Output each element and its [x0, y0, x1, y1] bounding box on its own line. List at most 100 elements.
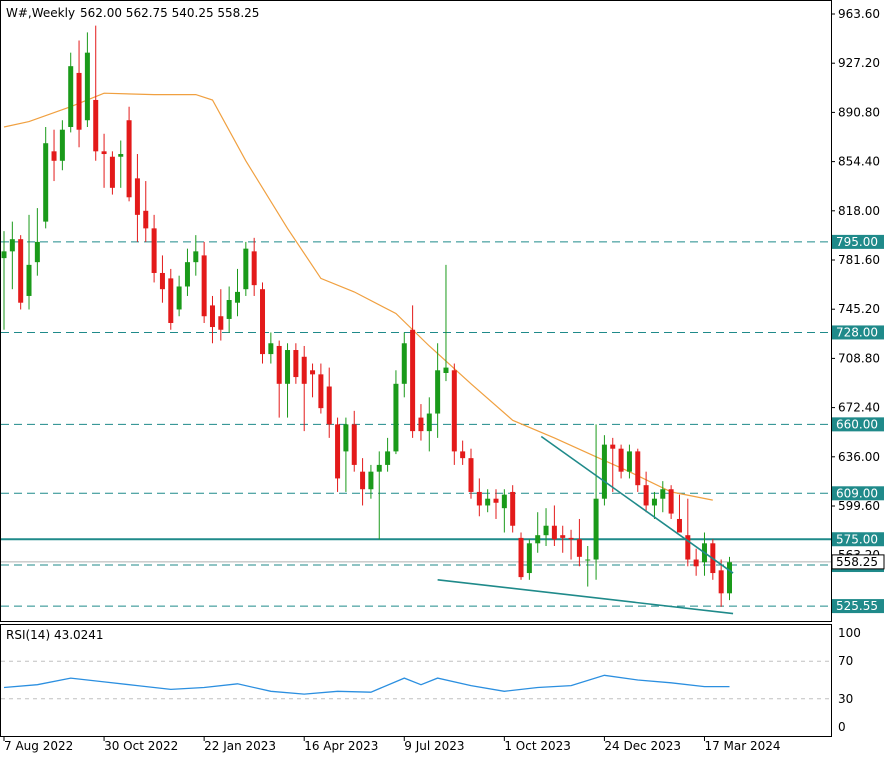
candle-body [34, 241, 40, 263]
candle-body [176, 286, 182, 310]
candle-body [535, 535, 541, 544]
candle-body [51, 151, 57, 161]
candle-body [76, 72, 82, 130]
candle [368, 464, 374, 499]
candle [418, 404, 424, 441]
candle [351, 410, 357, 472]
candle-body [401, 343, 407, 384]
x-tick-label: 17 Mar 2024 [704, 739, 780, 753]
level-tag-label: 728.00 [836, 325, 878, 339]
level-tag-label: 609.00 [836, 486, 878, 500]
candle-body [201, 255, 207, 317]
level-tag-label: 575.00 [836, 532, 878, 546]
candle-body [418, 417, 424, 432]
x-tick-label: 30 Oct 2022 [104, 739, 178, 753]
candle [676, 494, 682, 533]
y-tick-label: 708.80 [838, 351, 880, 365]
candle [234, 268, 240, 317]
candle-body [234, 291, 240, 303]
candle [443, 264, 449, 382]
level-tag [832, 532, 884, 547]
candle-body [226, 300, 232, 319]
level-tag-label: 660.00 [836, 417, 878, 431]
candle [693, 548, 699, 576]
candle [268, 332, 274, 364]
candle-body [568, 537, 574, 540]
candle-body [676, 518, 682, 533]
candle [343, 417, 349, 492]
level-tag [832, 599, 884, 614]
candle [310, 363, 316, 398]
candle [535, 512, 541, 553]
candle [560, 525, 566, 553]
candle-body [460, 451, 466, 459]
candle [18, 235, 24, 310]
candle-body [268, 343, 274, 355]
candle [184, 248, 190, 296]
candle [468, 448, 474, 499]
candle [543, 508, 549, 547]
candle-body [551, 525, 557, 540]
y-tick-label: 672.40 [838, 401, 880, 415]
candle-body [93, 99, 99, 152]
candle [59, 120, 65, 171]
y-tick-label: 854.40 [838, 155, 880, 169]
candle [727, 556, 732, 601]
candle [9, 221, 15, 290]
rsi-panel-frame [0, 624, 832, 737]
candle [26, 214, 32, 310]
y-tick-label: 818.00 [838, 204, 880, 218]
candle-body [143, 210, 149, 229]
candle [101, 133, 107, 188]
candle-body [218, 316, 224, 330]
level-tag-label: 795.00 [836, 235, 878, 249]
candle-body [118, 154, 124, 157]
candle-body [335, 424, 341, 479]
candle-body [626, 451, 632, 472]
candle [151, 214, 157, 283]
candle [118, 140, 124, 188]
candle-body [68, 66, 74, 127]
candle [410, 305, 416, 438]
moving-average [3, 92, 713, 501]
candle [335, 417, 341, 492]
candle [51, 129, 57, 182]
candle [34, 208, 40, 276]
candle [318, 363, 324, 414]
candle [1, 231, 7, 330]
candle-body [101, 151, 107, 155]
candle-body [660, 489, 666, 499]
candle-body [18, 239, 24, 303]
candle-body [518, 537, 524, 578]
candle [718, 559, 724, 607]
candle-body [493, 498, 499, 503]
candle-body [610, 444, 616, 449]
level-tag [832, 234, 884, 249]
candle [510, 485, 516, 533]
candle-body [385, 451, 391, 465]
candle-body [651, 498, 657, 506]
candle [159, 255, 165, 303]
candle-body [685, 535, 691, 560]
candle-body [1, 251, 7, 259]
candle-body [560, 535, 566, 538]
candle-body [351, 424, 357, 465]
candle-body [443, 367, 449, 373]
candle [285, 343, 291, 418]
y-tick-label: 599.60 [838, 499, 880, 513]
level-tag [832, 325, 884, 340]
candle-body [193, 251, 199, 263]
candle [276, 340, 282, 418]
candle-body [310, 370, 316, 375]
rsi-indicator: 100 70 30 0 [1, 626, 861, 734]
candle [176, 275, 182, 317]
candle [201, 241, 207, 323]
candle [476, 478, 482, 517]
candle [93, 25, 99, 161]
candle-body [368, 471, 374, 490]
candle-body [168, 278, 174, 323]
current-price-label: 558.25 [836, 555, 878, 569]
x-tick-label: 9 Jul 2023 [404, 739, 464, 753]
rsi-tick-label: 0 [838, 720, 846, 734]
